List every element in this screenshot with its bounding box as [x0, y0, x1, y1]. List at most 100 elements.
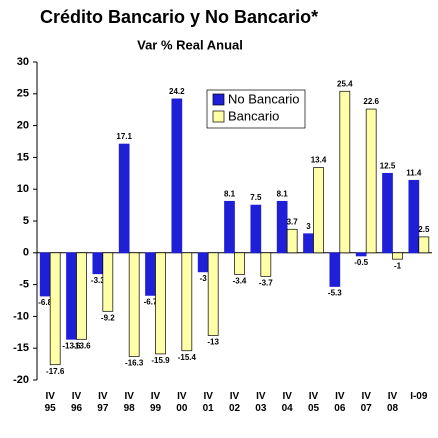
- x-tick-line: IV: [282, 391, 292, 402]
- x-tick-line: 00: [176, 403, 188, 414]
- bar: [355, 252, 367, 257]
- x-tick-line: 08: [387, 403, 399, 414]
- legend-swatch: [212, 93, 225, 106]
- value-label: -15.9: [151, 356, 170, 365]
- bar: [102, 252, 114, 312]
- x-tick-line: 03: [255, 403, 267, 414]
- y-tick-label: -15: [13, 342, 29, 354]
- x-tick-label: IV 98: [124, 391, 136, 414]
- y-tick-label: 30: [17, 56, 29, 68]
- x-tick-line: IV: [98, 391, 108, 402]
- bar: [313, 167, 324, 254]
- value-label: 25.4: [337, 79, 353, 88]
- value-label: -3.3: [91, 276, 105, 285]
- bar: [207, 252, 219, 336]
- bar: [408, 179, 420, 254]
- bar: [197, 252, 209, 273]
- y-tick-label: -20: [13, 374, 29, 386]
- x-tick-line: 05: [308, 403, 320, 414]
- y-tick-label: 15: [17, 151, 29, 163]
- value-label: -16.3: [125, 359, 144, 368]
- x-tick-line: 97: [97, 403, 109, 414]
- bar: [329, 252, 341, 287]
- x-tick-label: I-09: [410, 391, 428, 402]
- value-label: 8.1: [224, 189, 236, 198]
- value-label: -3.4: [233, 277, 247, 286]
- x-tick-line: 02: [229, 403, 241, 414]
- x-tick-line: IV: [203, 391, 213, 402]
- x-tick-line: 99: [150, 403, 162, 414]
- bar: [66, 252, 77, 340]
- x-tick-label: IV 05: [308, 391, 320, 414]
- bar: [171, 98, 183, 254]
- x-tick-label: IV 06: [334, 391, 346, 414]
- value-label: -6.8: [38, 298, 52, 307]
- value-label: -13.6: [62, 341, 81, 350]
- x-tick-line: IV: [124, 391, 134, 402]
- bar: [303, 233, 314, 254]
- value-label: 8.1: [277, 189, 289, 198]
- value-label: 3: [306, 222, 311, 231]
- bar: [49, 252, 61, 366]
- value-label: 17.1: [116, 132, 132, 141]
- bar: [145, 252, 156, 296]
- value-label: -3.7: [259, 278, 273, 287]
- bar: [224, 200, 235, 254]
- x-tick-line: I-09: [410, 391, 428, 402]
- value-label: -13: [207, 338, 219, 347]
- x-tick-line: 95: [45, 403, 57, 414]
- value-label: 2.5: [418, 225, 430, 234]
- value-label: -1: [394, 261, 402, 270]
- y-tick-label: 10: [17, 183, 29, 195]
- bar: [76, 252, 87, 340]
- x-tick-label: IV 97: [97, 391, 109, 414]
- x-tick-label: IV 08: [387, 391, 399, 414]
- value-label: 11.4: [406, 168, 422, 177]
- chart-subtitle: Var % Real Anual: [137, 37, 243, 52]
- x-tick-label: IV 01: [203, 391, 215, 414]
- x-tick-line: IV: [45, 391, 55, 402]
- x-tick-label: IV 04: [282, 391, 294, 414]
- x-tick-line: 96: [71, 403, 83, 414]
- y-tick-label: 5: [23, 215, 29, 227]
- x-tick-label: IV 95: [45, 391, 57, 414]
- value-label: -15.4: [178, 353, 197, 362]
- bar: [234, 252, 245, 275]
- x-tick-label: IV 00: [176, 391, 188, 414]
- x-tick-line: IV: [72, 391, 82, 402]
- x-tick-line: 06: [334, 403, 346, 414]
- bar: [39, 252, 51, 297]
- x-tick-line: IV: [177, 391, 187, 402]
- x-tick-line: 98: [124, 403, 136, 414]
- bar: [92, 252, 104, 275]
- x-tick-label: IV 07: [361, 391, 373, 414]
- value-label: -17.6: [46, 367, 65, 376]
- x-tick-line: 04: [282, 403, 294, 414]
- x-tick-line: IV: [230, 391, 240, 402]
- bar: [365, 108, 377, 254]
- value-label: -9.2: [101, 313, 115, 322]
- bar: [392, 252, 403, 260]
- bar: [250, 204, 262, 254]
- x-tick-line: IV: [388, 391, 398, 402]
- bar: [128, 252, 140, 357]
- x-tick-label: IV 02: [229, 391, 241, 414]
- y-tick-label: -10: [13, 310, 29, 322]
- x-tick-label: IV 99: [150, 391, 162, 414]
- x-tick-line: IV: [361, 391, 371, 402]
- value-label: -3: [200, 274, 208, 283]
- y-tick-label: 0: [23, 247, 29, 259]
- x-tick-line: IV: [256, 391, 266, 402]
- x-tick-line: IV: [335, 391, 345, 402]
- value-label: -5.3: [328, 289, 342, 298]
- bar: [181, 252, 193, 352]
- x-tick-label: IV 03: [255, 391, 267, 414]
- bar: [339, 90, 351, 254]
- y-tick-label: 25: [17, 88, 29, 100]
- bar: [118, 143, 130, 254]
- y-tick-label: 20: [17, 120, 29, 132]
- bar: [155, 252, 166, 355]
- value-label: 7.5: [250, 193, 262, 202]
- value-label: -13.6: [72, 341, 91, 350]
